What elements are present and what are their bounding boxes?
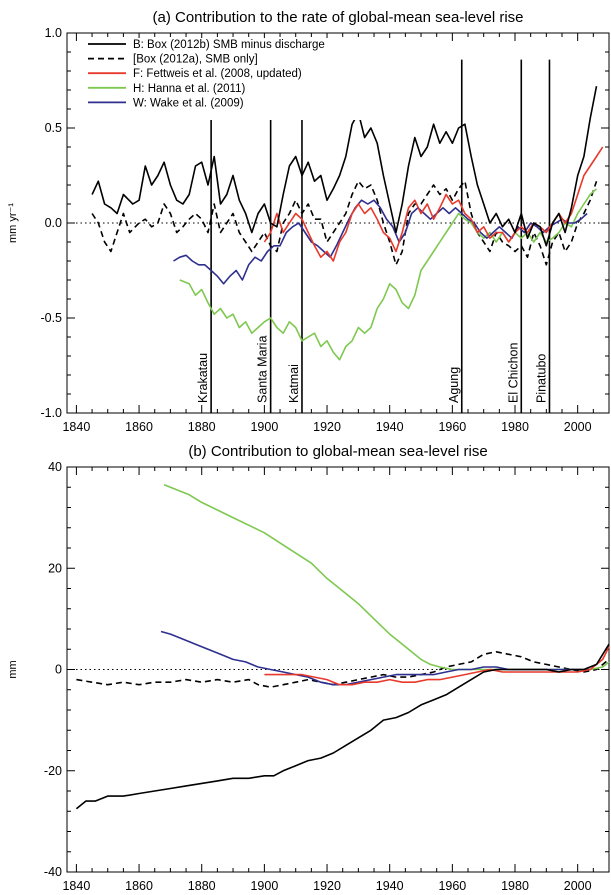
panel-a-series-b xyxy=(91,86,598,247)
panel-a-x-tick-label: 1920 xyxy=(313,420,341,434)
volcano-label-pinatubo: Pinatubo xyxy=(534,354,548,403)
panel-a-x-tick-label: 2000 xyxy=(564,420,592,434)
panel-a-y-tick-label: 0.0 xyxy=(45,216,62,230)
panel-b-x-tick-label: 1880 xyxy=(188,879,216,893)
legend-label-4: W: Wake et al. (2009) xyxy=(133,97,244,109)
panel-a-x-tick-label: 1960 xyxy=(438,420,466,434)
volcano-label-agung: Agung xyxy=(447,367,461,403)
legend-label-0: B: Box (2012b) SMB minus discharge xyxy=(133,39,325,51)
panel-a-y-tick-label: -0.5 xyxy=(40,311,62,325)
panel-b-y-tick-label: 40 xyxy=(48,460,62,474)
panel-a-x-tick-label: 1880 xyxy=(188,420,216,434)
panel-b-title: (b) Contribution to global-mean sea-leve… xyxy=(188,443,487,460)
panel-a-series-h xyxy=(179,188,598,361)
panel-a-y-tick-label: -1.0 xyxy=(40,406,62,420)
panel-a-series-f xyxy=(263,146,604,262)
panel-b-series-b-smb xyxy=(76,651,610,688)
panel-b-y-axis-label: mm xyxy=(7,660,19,678)
panel-a-y-tick-label: 1.0 xyxy=(45,26,62,40)
panel-b-x-tick-label: 1840 xyxy=(62,879,90,893)
legend-label-1: [Box (2012a), SMB only] xyxy=(133,54,258,66)
panel-b-y-tick-label: 20 xyxy=(48,561,62,575)
panel-a-x-tick-label: 1900 xyxy=(250,420,278,434)
panel-b-x-tick-label: 1900 xyxy=(250,879,278,893)
panel-a-x-tick-label: 1980 xyxy=(501,420,529,434)
volcano-label-santa-maria: Santa Maria xyxy=(256,336,270,403)
panel-b-x-tick-label: 1940 xyxy=(376,879,404,893)
panel-a-x-tick-label: 1860 xyxy=(125,420,153,434)
panel-a-title: (a) Contribution to the rate of global-m… xyxy=(152,9,523,26)
legend-background xyxy=(83,38,393,120)
volcano-label-el-chichon: El Chichon xyxy=(506,343,520,403)
panel-a-series-w xyxy=(173,199,588,285)
panel-b-x-tick-label: 1980 xyxy=(501,879,529,893)
panel-a-y-axis-label: mm yr⁻¹ xyxy=(7,203,19,243)
panel-b-series-b xyxy=(75,643,610,810)
volcano-label-katmai: Katmai xyxy=(287,364,301,403)
panel-b-y-tick-label: 0 xyxy=(55,663,62,677)
panel-b-y-tick-label: -40 xyxy=(44,865,62,879)
panel-b-x-tick-label: 1860 xyxy=(125,879,153,893)
panel-b-y-tick-label: -20 xyxy=(44,764,62,778)
panel-a-y-tick-label: 0.5 xyxy=(45,121,62,135)
panel-b-x-tick-label: 1920 xyxy=(313,879,341,893)
panel-a-x-tick-label: 1840 xyxy=(62,420,90,434)
legend-label-3: H: Hanna et al. (2011) xyxy=(133,83,245,95)
panel-a-series-b-smb xyxy=(91,180,598,266)
panel-b-series-h xyxy=(163,483,610,671)
panel-b-x-tick-label: 1960 xyxy=(438,879,466,893)
panel-a-x-tick-label: 1940 xyxy=(376,420,404,434)
volcano-label-krakatau: Krakatau xyxy=(196,353,210,403)
panel-b-x-tick-label: 2000 xyxy=(564,879,592,893)
legend-label-2: F: Fettweis et al. (2008, updated) xyxy=(133,68,302,80)
